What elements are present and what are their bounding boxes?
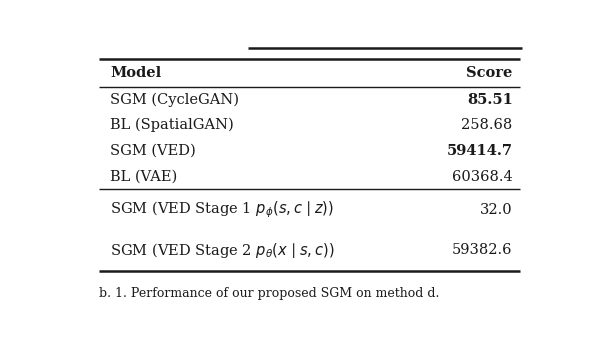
Text: 59382.6: 59382.6: [452, 243, 513, 257]
Text: 60368.4: 60368.4: [452, 170, 513, 184]
Text: 59414.7: 59414.7: [447, 144, 513, 158]
Text: 258.68: 258.68: [461, 118, 513, 132]
Text: Score: Score: [466, 66, 513, 80]
Text: 85.51: 85.51: [467, 93, 513, 107]
Text: 32.0: 32.0: [480, 203, 513, 217]
Text: SGM (CycleGAN): SGM (CycleGAN): [110, 92, 240, 107]
Text: SGM (VED Stage 1 $p_{\phi}(s, c \mid z))$: SGM (VED Stage 1 $p_{\phi}(s, c \mid z))…: [110, 199, 335, 220]
Text: SGM (VED Stage 2 $p_{\theta}(x \mid s, c))$: SGM (VED Stage 2 $p_{\theta}(x \mid s, c…: [110, 241, 335, 260]
Text: BL (VAE): BL (VAE): [110, 170, 178, 184]
Text: Model: Model: [110, 66, 162, 80]
Text: b. 1. Performance of our proposed SGM on method d.: b. 1. Performance of our proposed SGM on…: [99, 287, 440, 300]
Text: SGM (VED): SGM (VED): [110, 144, 196, 158]
Text: BL (SpatialGAN): BL (SpatialGAN): [110, 118, 234, 133]
